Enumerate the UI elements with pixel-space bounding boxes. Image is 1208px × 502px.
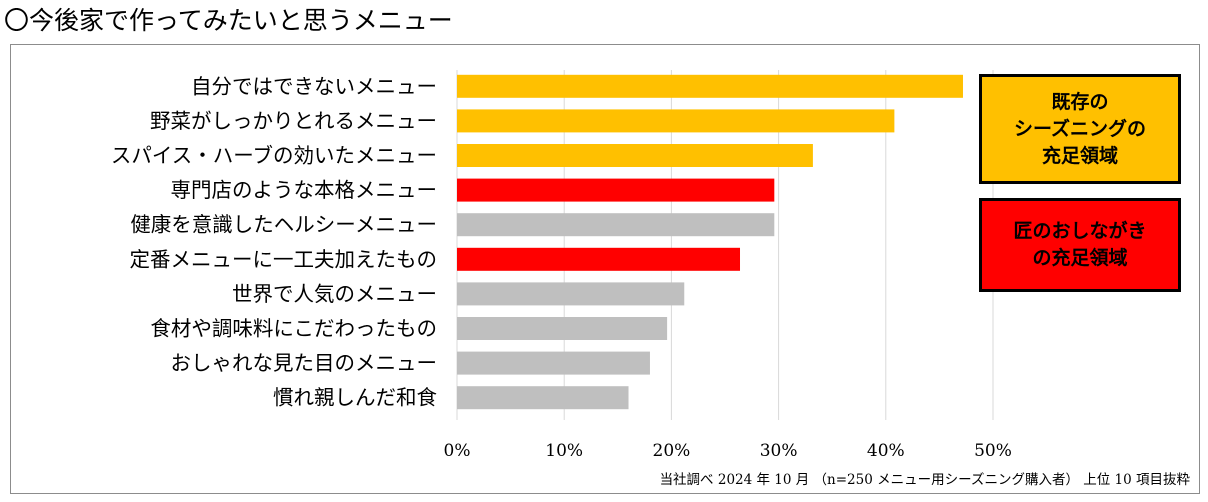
legend-existing-label: 既存の シーズニングの 充足領域 xyxy=(1013,90,1147,167)
bar xyxy=(457,109,895,133)
category-label: 食材や調味料にこだわったもの xyxy=(150,317,437,341)
chart-title: 〇今後家で作ってみたいと思うメニュー xyxy=(4,6,453,35)
bar xyxy=(457,317,668,340)
category-label: おしゃれな見た目のメニュー xyxy=(171,351,438,375)
category-label: 健康を意識したヘルシーメニュー xyxy=(130,213,437,237)
x-tick-label: 0% xyxy=(444,441,471,461)
x-tick-label: 50% xyxy=(974,441,1012,461)
bar xyxy=(457,144,813,167)
category-label: 世界で人気のメニュー xyxy=(232,282,437,306)
legend-existing-seasoning: 既存の シーズニングの 充足領域 xyxy=(979,74,1181,184)
x-tick-label: 20% xyxy=(653,441,691,461)
category-label: 専門店のような本格メニュー xyxy=(171,178,438,202)
category-label: スパイス・ハーブの効いたメニュー xyxy=(111,144,437,168)
bar xyxy=(457,178,775,202)
category-label: 自分ではできないメニュー xyxy=(191,74,437,98)
x-tick-label: 30% xyxy=(760,441,798,461)
source-footnote: 当社調べ 2024 年 10 月 （n=250 メニュー用シーズニング購入者） … xyxy=(659,472,1190,488)
x-tick-label: 40% xyxy=(867,441,905,461)
bar xyxy=(457,351,650,375)
chart-frame xyxy=(10,44,1200,494)
category-label: 慣れ親しんだ和食 xyxy=(273,386,437,410)
legend-takumi-label: 匠のおしながき の充足領域 xyxy=(1013,220,1147,269)
legend-takumi-no-oshinagaki: 匠のおしながき の充足領域 xyxy=(979,198,1181,292)
bar xyxy=(457,213,775,237)
bar xyxy=(457,282,685,306)
bar xyxy=(457,386,629,410)
bar xyxy=(457,74,963,98)
category-label: 野菜がしっかりとれるメニュー xyxy=(150,109,437,133)
category-label: 定番メニューに一工夫加えたもの xyxy=(130,247,438,271)
bar xyxy=(457,247,741,271)
x-tick-label: 10% xyxy=(545,441,583,461)
